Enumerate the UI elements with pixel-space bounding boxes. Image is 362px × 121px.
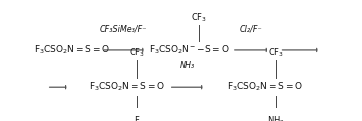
Text: $\sf F$: $\sf F$ bbox=[134, 114, 140, 121]
Text: NH₃: NH₃ bbox=[180, 61, 195, 70]
Text: $\sf F_3CSO_2N^-{-}S{=}O$: $\sf F_3CSO_2N^-{-}S{=}O$ bbox=[150, 44, 230, 56]
Text: $\sf F_3CSO_2N{=}S{=}O$: $\sf F_3CSO_2N{=}S{=}O$ bbox=[89, 81, 165, 93]
Text: $\sf F_3CSO_2N{=}S{=}O$: $\sf F_3CSO_2N{=}S{=}O$ bbox=[227, 81, 303, 93]
Text: $\sf CF_3$: $\sf CF_3$ bbox=[129, 47, 145, 59]
Text: Cl₂/F⁻: Cl₂/F⁻ bbox=[240, 24, 263, 33]
Text: CF₃SiMe₃/F⁻: CF₃SiMe₃/F⁻ bbox=[100, 24, 148, 33]
Text: $\sf CF_3$: $\sf CF_3$ bbox=[191, 11, 207, 24]
Text: $\sf CF_3$: $\sf CF_3$ bbox=[268, 47, 284, 59]
Text: $\sf NH_2$: $\sf NH_2$ bbox=[267, 114, 285, 121]
Text: $\sf F_3CSO_2N{=}S{=}O$: $\sf F_3CSO_2N{=}S{=}O$ bbox=[34, 44, 110, 56]
